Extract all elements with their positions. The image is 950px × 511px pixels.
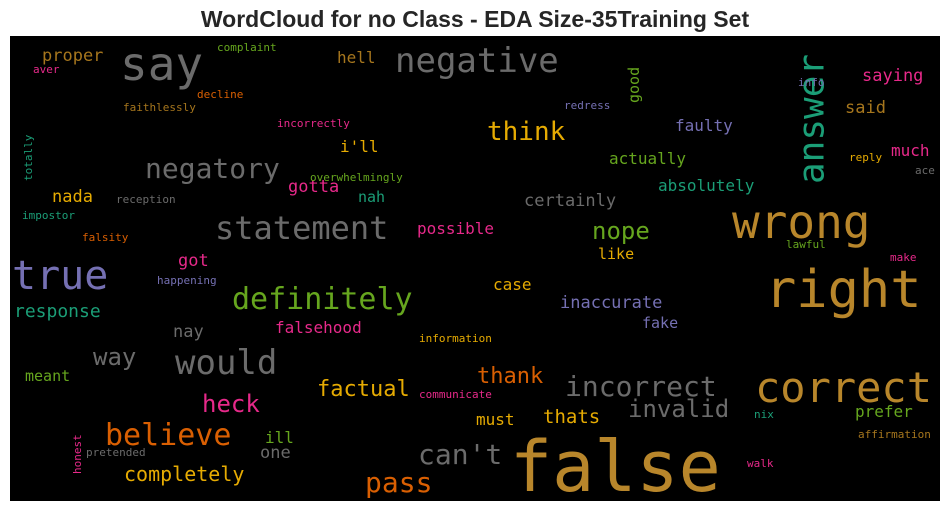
word-nay: nay	[173, 322, 204, 342]
word-incorrectly: incorrectly	[277, 117, 350, 130]
word-negatory: negatory	[145, 152, 280, 185]
word-i-ll: i'll	[340, 137, 379, 156]
word-nah: nah	[358, 188, 385, 206]
word-reply: reply	[849, 151, 882, 164]
word-completely: completely	[124, 462, 244, 486]
word-possible: possible	[417, 219, 494, 238]
word-must: must	[476, 410, 515, 429]
word-wrong: wrong	[732, 195, 870, 249]
word-info: info	[798, 76, 825, 89]
word-totally: totally	[22, 134, 35, 181]
word-way: way	[93, 343, 136, 371]
word-certainly: certainly	[524, 191, 616, 211]
word-believe: believe	[105, 418, 231, 453]
word-faithlessly: faithlessly	[123, 101, 196, 114]
word-affirmation: affirmation	[858, 428, 931, 441]
word-lawful: lawful	[786, 238, 826, 251]
word-incorrect: incorrect	[565, 370, 717, 403]
word-invalid: invalid	[628, 395, 729, 423]
word-ace: ace	[915, 164, 935, 177]
word-right: right	[765, 260, 922, 320]
word-information: information	[419, 332, 492, 345]
word-nope: nope	[592, 217, 650, 245]
word-walk: walk	[747, 457, 774, 470]
word-good: good	[625, 67, 643, 103]
word-fake: fake	[642, 314, 678, 332]
word-definitely: definitely	[232, 282, 413, 317]
wordcloud-svg: false right wrong correct true say negative ans…	[12, 37, 935, 501]
word-much: much	[891, 141, 930, 160]
word-heck: heck	[202, 390, 260, 418]
word-meant: meant	[25, 367, 70, 385]
word-answer: answer	[792, 54, 833, 184]
word-prefer: prefer	[855, 402, 913, 421]
word-nix: nix	[754, 408, 774, 421]
word-ill: ill	[265, 428, 294, 447]
word-absolutely: absolutely	[658, 176, 755, 195]
word-would: would	[175, 343, 277, 383]
word-think: think	[487, 117, 566, 147]
word-false: false	[510, 426, 721, 501]
word-correct: correct	[755, 363, 932, 412]
chart-title: WordCloud for no Class - EDA Size-35Trai…	[200, 6, 750, 32]
word-said: said	[845, 98, 886, 118]
wordcloud-canvas: false right wrong correct true say negative ans…	[10, 36, 940, 501]
word-aver: aver	[33, 63, 60, 76]
word-proper: proper	[42, 46, 103, 66]
word-inaccurate: inaccurate	[560, 293, 662, 313]
word-nada: nada	[52, 187, 93, 207]
word-statement: statement	[215, 209, 388, 247]
word-say: say	[120, 37, 203, 91]
word-redress: redress	[564, 99, 610, 112]
word-faulty: faulty	[675, 116, 733, 135]
word-negative: negative	[395, 41, 559, 81]
word-communicate: communicate	[419, 388, 492, 401]
word-reception: reception	[116, 193, 176, 206]
word-can-t: can't	[418, 438, 502, 471]
word-got: got	[178, 251, 209, 271]
word-actually: actually	[609, 149, 686, 168]
word-saying: saying	[862, 66, 923, 86]
word-honest: honest	[71, 434, 84, 474]
word-case: case	[493, 275, 532, 294]
word-one: one	[260, 443, 291, 463]
word-hell: hell	[337, 48, 376, 67]
word-make: make	[890, 251, 917, 264]
word-thank: thank	[477, 364, 543, 389]
word-complaint: complaint	[217, 41, 277, 54]
word-happening: happening	[157, 274, 217, 287]
word-overwhelmingly: overwhelmingly	[310, 171, 403, 184]
word-decline: decline	[197, 88, 243, 101]
word-pretended: pretended	[86, 446, 146, 459]
word-thats: thats	[543, 406, 600, 428]
word-impostor: impostor	[22, 209, 75, 222]
word-falsity: falsity	[82, 231, 129, 244]
word-gotta: gotta	[288, 177, 339, 197]
word-response: response	[14, 301, 101, 322]
word-factual: factual	[317, 377, 410, 402]
word-true: true	[12, 253, 108, 299]
word-like: like	[598, 245, 634, 263]
word-falsehood: falsehood	[275, 318, 362, 337]
word-pass: pass	[365, 466, 432, 499]
